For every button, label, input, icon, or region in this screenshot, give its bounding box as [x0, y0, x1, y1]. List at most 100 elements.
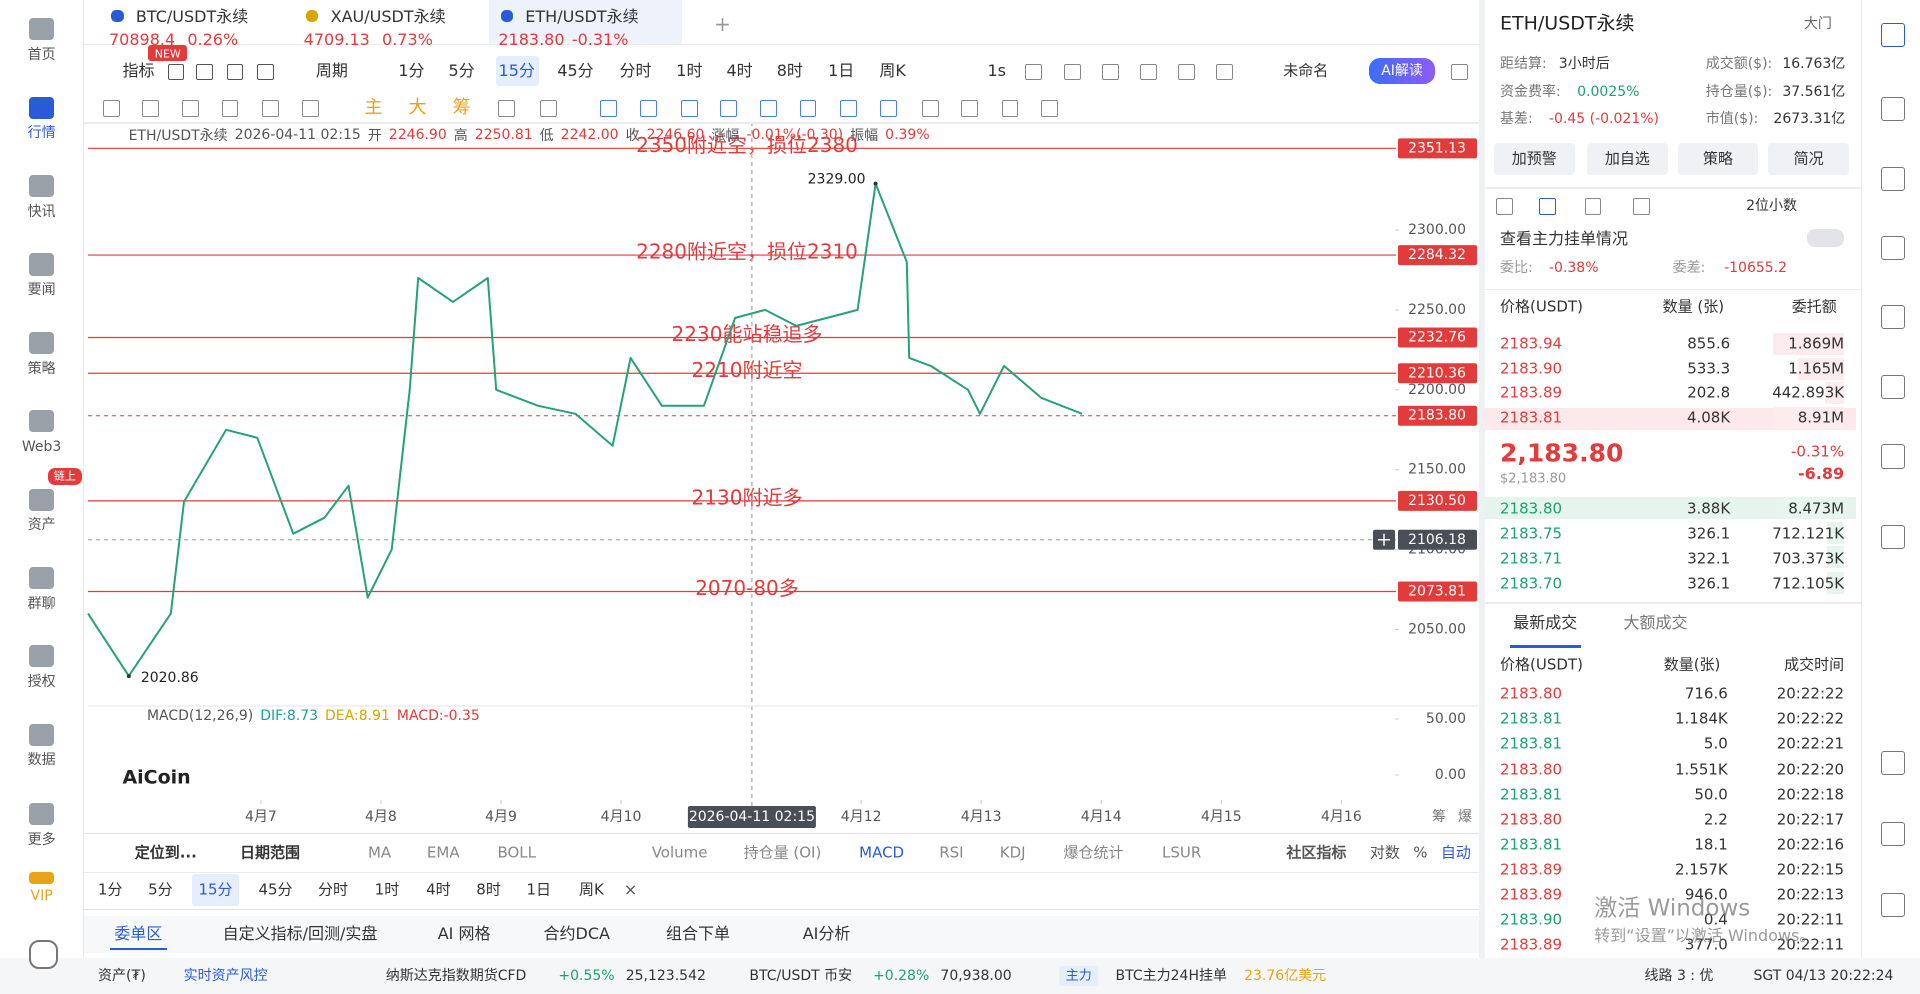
- toggle[interactable]: [1807, 228, 1845, 248]
- interval[interactable]: 1时: [374, 880, 400, 899]
- close[interactable]: ×: [623, 880, 638, 900]
- strip-icon[interactable]: [1880, 304, 1905, 329]
- sidebar-item[interactable]: 快讯: [27, 203, 56, 220]
- indicator-button[interactable]: 指标: [122, 61, 155, 81]
- main-orders[interactable]: 查看主力挂单情况: [1500, 228, 1629, 248]
- bottom-tab[interactable]: AI分析: [802, 924, 851, 944]
- indicator[interactable]: EMA: [426, 843, 460, 862]
- bottom-tab[interactable]: 自定义指标/回测/实盘: [222, 924, 378, 944]
- sidebar-item[interactable]: 更多: [27, 832, 56, 848]
- book-view[interactable]: [1584, 198, 1602, 216]
- strip-icon[interactable]: [1880, 750, 1905, 775]
- sidebar-item[interactable]: 授权: [27, 674, 56, 691]
- auto-toggle[interactable]: 自动: [1440, 843, 1471, 862]
- bottom-tab[interactable]: 委单区: [114, 924, 163, 944]
- panel-button[interactable]: [1493, 143, 1575, 176]
- speed[interactable]: 1s: [987, 61, 1006, 81]
- sidebar-item[interactable]: 行情: [27, 125, 56, 142]
- sub-indicator[interactable]: RSI: [939, 843, 964, 862]
- interval[interactable]: 1日: [828, 61, 855, 81]
- interval[interactable]: 1分: [97, 880, 123, 899]
- bottom-tab[interactable]: 组合下单: [665, 924, 730, 944]
- panel-button[interactable]: [1586, 143, 1668, 176]
- book-view[interactable]: [1496, 198, 1514, 216]
- book-view[interactable]: [1633, 198, 1651, 216]
- indicator[interactable]: MA: [367, 843, 392, 862]
- sidebar-item[interactable]: 数据: [27, 752, 56, 769]
- indicator[interactable]: BOLL: [497, 843, 537, 862]
- trade-tab[interactable]: 最新成交: [1513, 613, 1578, 633]
- ai-button[interactable]: [1368, 57, 1436, 85]
- interval[interactable]: 1时: [676, 61, 703, 81]
- sub-indicator[interactable]: KDJ: [999, 843, 1026, 862]
- strip-icon[interactable]: [1880, 96, 1905, 121]
- community[interactable]: 社区指标: [1286, 843, 1347, 862]
- interval[interactable]: 15分: [498, 61, 535, 81]
- interval[interactable]: 8时: [776, 61, 803, 81]
- interval[interactable]: 周K: [879, 61, 906, 81]
- trade-tab[interactable]: 大额成交: [1623, 613, 1688, 633]
- sidebar-item[interactable]: Web3: [21, 438, 62, 455]
- strip-icon[interactable]: [1880, 821, 1905, 846]
- interval[interactable]: 周K: [579, 880, 604, 899]
- sub-indicator[interactable]: Volume: [651, 843, 708, 862]
- sub-indicator[interactable]: MACD: [859, 843, 905, 862]
- panel-button[interactable]: 策略: [1702, 149, 1733, 168]
- sub-indicator[interactable]: 持仓量 (OI): [743, 843, 822, 862]
- tab-symbol[interactable]: XAU/USDT永续: [330, 7, 446, 27]
- locate-button[interactable]: 定位到...: [134, 843, 197, 862]
- interval[interactable]: 45分: [557, 61, 594, 81]
- range-button[interactable]: 日期范围: [240, 843, 301, 862]
- pct-toggle[interactable]: %: [1413, 843, 1428, 862]
- panel-button[interactable]: 简况: [1793, 149, 1824, 168]
- strip-icon[interactable]: [1880, 23, 1905, 48]
- interval[interactable]: 5分: [148, 880, 173, 899]
- book-view[interactable]: [1539, 198, 1556, 216]
- trade-time: 20:22:22: [1776, 709, 1845, 728]
- sidebar-item[interactable]: VIP: [30, 888, 53, 905]
- sidebar-item[interactable]: 策略: [27, 360, 56, 377]
- strip-icon[interactable]: [1880, 892, 1905, 917]
- indicator-toggle[interactable]: 筹: [452, 96, 471, 118]
- tab-symbol[interactable]: ETH/USDT永续: [525, 7, 639, 27]
- interval[interactable]: 4时: [426, 880, 451, 899]
- log-toggle[interactable]: 对数: [1369, 843, 1400, 862]
- sub-indicator[interactable]: LSUR: [1162, 843, 1202, 862]
- panel-title: ETH/USDT永续: [1500, 12, 1635, 35]
- ai-button[interactable]: AI解读: [1381, 63, 1423, 80]
- interval[interactable]: 1日: [526, 880, 552, 899]
- interval[interactable]: 15分: [198, 880, 233, 899]
- sidebar-item[interactable]: 群聊: [27, 595, 56, 612]
- interval[interactable]: 45分: [258, 880, 293, 899]
- strip-icon[interactable]: [1880, 236, 1905, 261]
- interval[interactable]: 分时: [318, 880, 349, 899]
- strip-icon[interactable]: [1880, 374, 1905, 399]
- sub-indicator[interactable]: 爆仓统计: [1063, 843, 1124, 862]
- interval[interactable]: 8时: [476, 880, 501, 899]
- panel-button[interactable]: [1677, 143, 1759, 176]
- panel-button[interactable]: 加预警: [1511, 149, 1557, 168]
- panel-button[interactable]: 加自选: [1604, 149, 1650, 168]
- interval[interactable]: 1分: [398, 61, 425, 81]
- add-tab[interactable]: +: [714, 12, 731, 37]
- panel-link[interactable]: 大门: [1803, 16, 1832, 33]
- decimals[interactable]: 2位小数: [1746, 197, 1798, 214]
- tab-symbol[interactable]: BTC/USDT永续: [135, 7, 249, 27]
- sidebar-item[interactable]: 资产: [27, 517, 56, 534]
- layout-name[interactable]: 未命名: [1283, 61, 1329, 80]
- bottom-tab[interactable]: AI 网格: [437, 924, 491, 944]
- status-item[interactable]: 实时资产风控: [183, 967, 268, 984]
- bottom-tab[interactable]: 合约DCA: [543, 924, 610, 944]
- period-button[interactable]: 周期: [315, 61, 348, 81]
- interval[interactable]: 5分: [448, 61, 475, 81]
- strip-icon[interactable]: [1880, 166, 1905, 191]
- indicator-toggle[interactable]: 主: [364, 96, 383, 118]
- strip-icon[interactable]: [1880, 444, 1905, 469]
- interval[interactable]: 分时: [619, 61, 652, 81]
- sidebar-item[interactable]: 首页: [27, 47, 56, 64]
- indicator-toggle[interactable]: 大: [408, 96, 427, 118]
- strip-icon[interactable]: [1880, 525, 1905, 550]
- sidebar-item[interactable]: 要闻: [27, 282, 56, 299]
- panel-button[interactable]: [1768, 143, 1849, 176]
- interval[interactable]: 4时: [726, 61, 753, 81]
